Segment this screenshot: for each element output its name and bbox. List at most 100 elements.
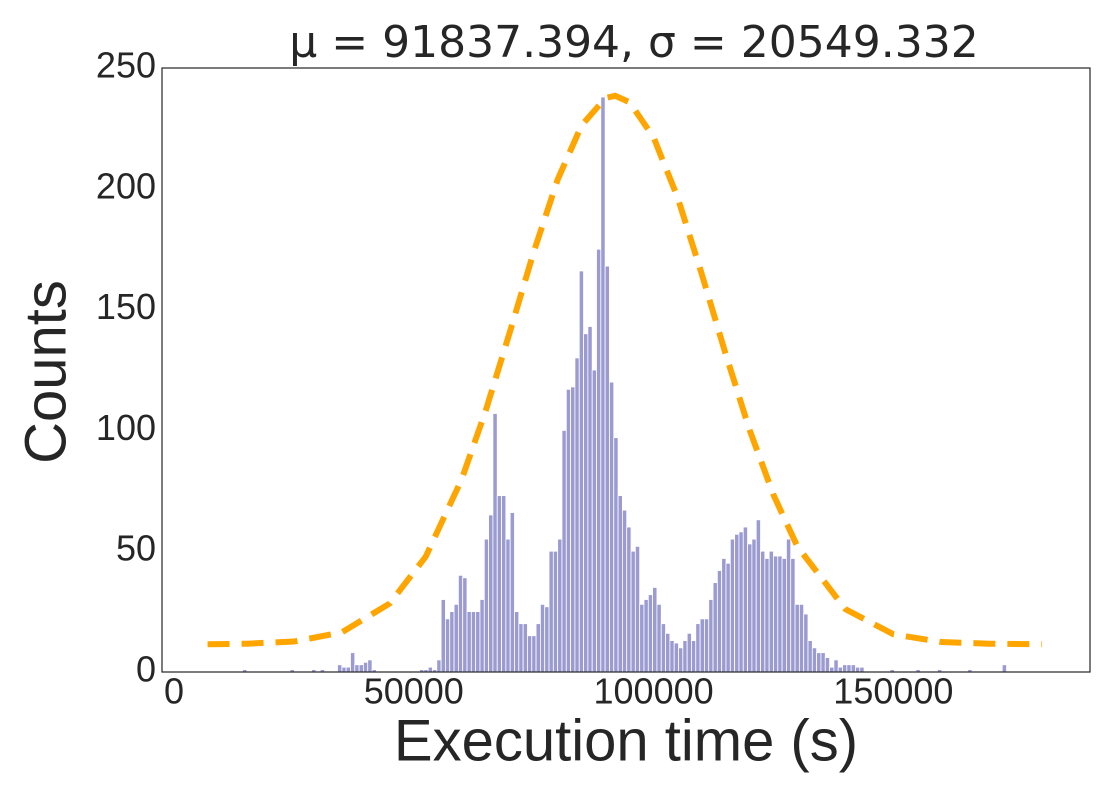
bar: [591, 369, 597, 673]
bar: [337, 664, 343, 673]
bar: [626, 526, 632, 673]
bar: [699, 618, 705, 673]
bar: [479, 599, 485, 673]
bar: [807, 640, 813, 673]
bar: [354, 664, 360, 673]
bar: [358, 664, 364, 673]
bar: [786, 538, 792, 673]
bar: [794, 603, 800, 673]
bar: [544, 606, 550, 673]
bar: [445, 618, 451, 673]
y-tick-label: 50: [116, 528, 156, 569]
bar: [483, 538, 489, 673]
bar: [682, 640, 688, 673]
bar: [509, 512, 515, 673]
bar: [734, 533, 740, 673]
bar: [570, 386, 576, 673]
bar: [790, 558, 796, 673]
bar: [539, 603, 546, 673]
bar: [574, 357, 580, 673]
bar: [824, 657, 830, 673]
bar: [837, 666, 843, 673]
bar: [561, 429, 567, 673]
bar: [755, 519, 761, 673]
bar: [427, 666, 433, 673]
bar: [833, 659, 839, 673]
bar: [449, 611, 455, 673]
bar: [708, 599, 714, 673]
bar: [535, 623, 541, 673]
bar: [798, 603, 805, 673]
bar: [552, 550, 559, 673]
bar: [803, 613, 809, 673]
bar: [466, 611, 472, 673]
x-tick-label: 150000: [833, 671, 953, 712]
bar: [678, 647, 684, 673]
bar: [660, 623, 666, 673]
bar: [738, 531, 744, 673]
bar: [453, 603, 459, 673]
bar: [691, 640, 697, 673]
y-tick-label: 250: [96, 45, 156, 86]
bar: [842, 664, 848, 673]
bar: [669, 640, 675, 673]
bar: [522, 623, 528, 673]
bar: [781, 558, 787, 673]
bar: [617, 495, 623, 673]
bar: [436, 659, 442, 673]
bar: [367, 659, 373, 673]
bar: [350, 652, 356, 673]
bar: [656, 603, 662, 673]
bar: [1001, 664, 1007, 673]
bar: [531, 635, 537, 673]
bar: [760, 550, 766, 673]
x-axis-label: Execution time (s): [394, 708, 858, 773]
bar: [341, 666, 347, 673]
bar: [604, 265, 610, 673]
bar: [773, 555, 779, 673]
bar: [647, 594, 654, 673]
x-tick-label: 50000: [364, 671, 464, 712]
bar: [622, 509, 628, 673]
bar: [548, 550, 554, 673]
bar: [639, 603, 645, 673]
bar: [855, 666, 861, 673]
bar: [578, 270, 584, 673]
bar: [457, 574, 464, 673]
bar: [613, 437, 619, 673]
bar: [440, 599, 446, 673]
bar: [587, 326, 593, 673]
bar: [557, 538, 563, 673]
bar: [501, 495, 507, 673]
chart-title: μ = 91837.394, σ = 20549.332: [289, 17, 978, 68]
bar: [363, 661, 369, 673]
bar: [850, 664, 856, 673]
y-tick-label: 0: [136, 649, 156, 690]
bar: [475, 611, 481, 673]
x-tick-label: 0: [164, 671, 184, 712]
bar: [673, 642, 679, 673]
bar: [704, 618, 710, 673]
bar: [829, 666, 835, 673]
bar: [811, 647, 818, 673]
bar: [518, 623, 524, 673]
bar: [643, 599, 649, 673]
fit-curve: [207, 92, 1043, 648]
bar: [777, 555, 783, 673]
bar: [565, 388, 572, 673]
bar: [514, 611, 520, 673]
bar: [768, 550, 774, 673]
bar: [742, 526, 748, 673]
bar: [764, 558, 770, 673]
y-tick-label: 200: [96, 165, 156, 206]
bar: [527, 635, 533, 673]
bar: [488, 514, 494, 673]
bar: [470, 611, 477, 673]
bar: [596, 248, 602, 673]
bar: [686, 632, 692, 673]
bar: [496, 495, 502, 673]
bar: [600, 96, 606, 673]
bar: [630, 550, 636, 673]
bar: [820, 652, 826, 673]
